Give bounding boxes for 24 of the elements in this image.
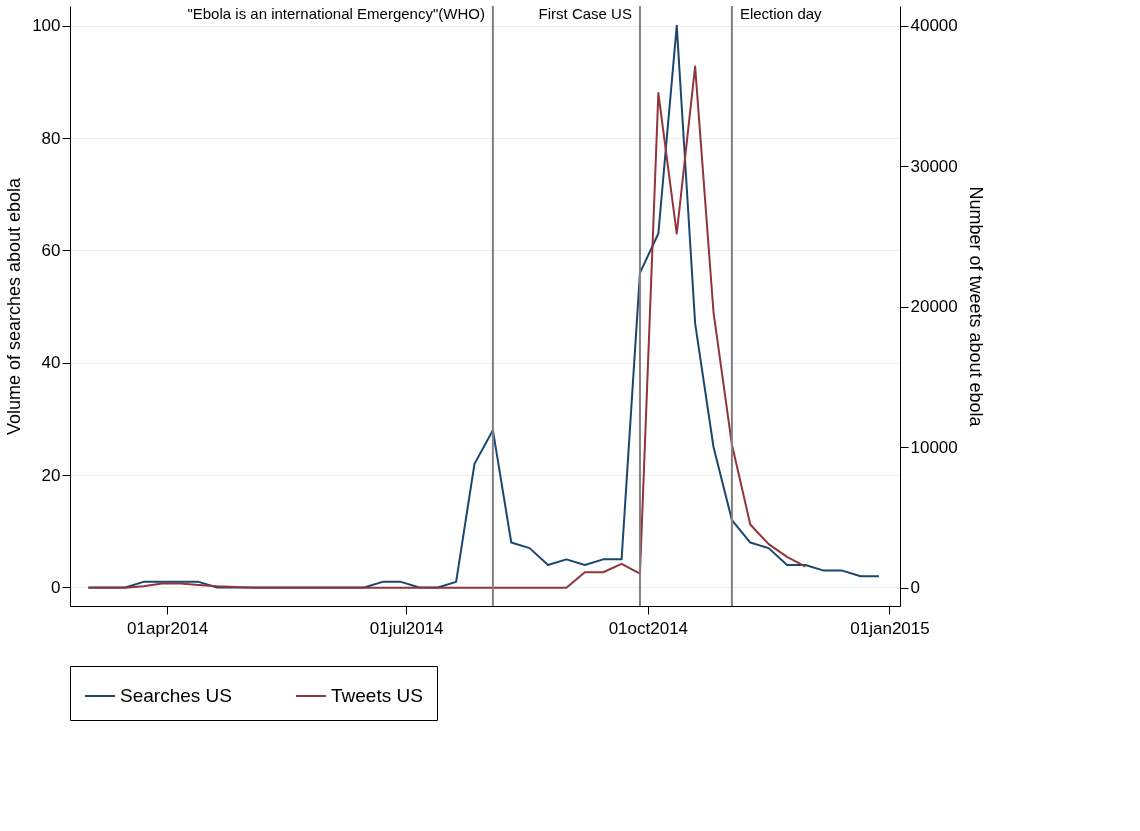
x-tick-label: 01apr2014 [127,618,209,638]
legend-label: Searches US [120,685,232,706]
y-tick-label: 60 [41,240,61,260]
line-series [87,24,880,589]
line-series [87,65,807,589]
y-axis-title: Volume of searches about ebola [4,176,25,436]
y2-tick-label: 10000 [910,437,958,457]
x-tick-label: 01jan2015 [850,618,930,638]
y2-tick-label: 30000 [910,156,958,176]
y2-tick-label: 20000 [910,297,958,317]
x-tick-label: 01jul2014 [369,618,444,638]
y-tick-label: 0 [51,577,61,597]
ref-line-label: "Ebola is an international Emergency"(WHO) [187,5,485,22]
y-tick-label: 20 [41,465,61,485]
y2-tick-label: 0 [910,578,920,598]
ref-line-label: Election day [739,5,823,22]
y-tick-label: 100 [32,16,61,36]
y2-tick-label: 40000 [910,16,958,36]
y2-axis-title: Number of tweets about ebola [965,186,986,428]
ref-line-label: First Case US [538,5,632,22]
legend-label: Tweets US [331,685,423,706]
x-tick-label: 01oct2014 [608,618,689,638]
y-tick-label: 40 [41,353,61,373]
y-tick-label: 80 [41,128,61,148]
